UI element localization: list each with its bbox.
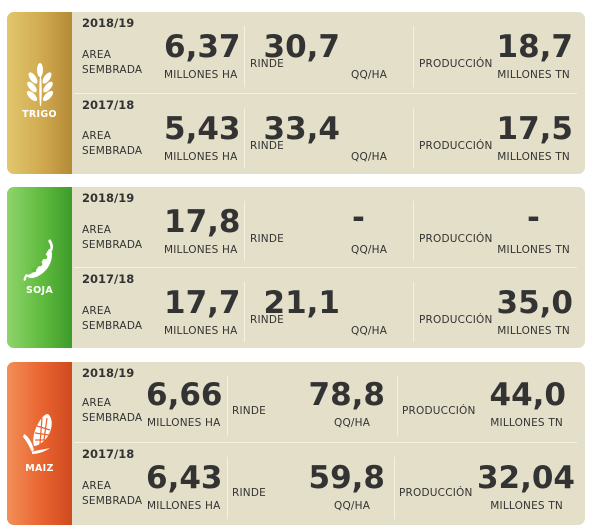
produccion-unit: MILLONES TN bbox=[497, 325, 570, 337]
divider bbox=[413, 201, 414, 261]
produccion-value: 35,0 bbox=[496, 285, 574, 321]
rinde-unit: QQ/HA bbox=[334, 417, 371, 429]
produccion-label: PRODUCCIÓN bbox=[402, 405, 476, 417]
divider bbox=[413, 108, 414, 168]
area-unit: MILLONES HA bbox=[164, 69, 238, 81]
crop-name: TRIGO bbox=[22, 109, 57, 120]
crop-card-soja: SOJA 2018/19 AREA SEMBRADA 17,8 MILLONES … bbox=[7, 187, 585, 348]
produccion-unit: MILLONES TN bbox=[490, 417, 563, 429]
divider bbox=[244, 201, 245, 261]
crop-sidebar: SOJA bbox=[7, 187, 72, 348]
divider bbox=[227, 457, 228, 519]
area-unit: MILLONES HA bbox=[147, 417, 221, 429]
data-row: 2018/19 AREA SEMBRADA 17,8 MILLONES HA RI… bbox=[72, 187, 585, 267]
produccion-unit: MILLONES TN bbox=[497, 69, 570, 81]
rinde-label: RINDE bbox=[232, 405, 266, 417]
area-value: 6,43 bbox=[146, 460, 223, 496]
rinde-label: RINDE bbox=[232, 487, 266, 499]
divider bbox=[244, 108, 245, 168]
divider bbox=[244, 282, 245, 342]
rinde-value: - bbox=[352, 200, 365, 236]
produccion-label: PRODUCCIÓN bbox=[419, 58, 493, 70]
produccion-label: PRODUCCIÓN bbox=[419, 140, 493, 152]
produccion-unit: MILLONES TN bbox=[497, 151, 570, 163]
produccion-value: 44,0 bbox=[489, 377, 567, 413]
divider bbox=[394, 457, 395, 519]
area-value: 17,7 bbox=[164, 285, 241, 321]
divider bbox=[413, 26, 414, 87]
produccion-label: PRODUCCIÓN bbox=[419, 314, 493, 326]
data-row: 2018/19 AREA SEMBRADA 6,37 MILLONES HA RI… bbox=[72, 12, 585, 93]
area-label: AREA SEMBRADA bbox=[82, 130, 143, 157]
crop-sidebar: TRIGO bbox=[7, 12, 72, 174]
rinde-label: RINDE bbox=[250, 140, 284, 152]
rinde-value: 21,1 bbox=[263, 285, 341, 321]
rinde-value: 30,7 bbox=[263, 29, 341, 65]
divider bbox=[244, 26, 245, 87]
rinde-value: 59,8 bbox=[308, 460, 386, 496]
season-year: 2018/19 bbox=[82, 191, 135, 205]
wheat-icon bbox=[26, 63, 54, 106]
row-divider bbox=[74, 93, 577, 94]
corn-icon bbox=[23, 414, 52, 454]
rinde-value: 78,8 bbox=[308, 377, 386, 413]
crop-name: SOJA bbox=[25, 285, 53, 296]
area-unit: MILLONES HA bbox=[147, 500, 221, 512]
area-unit: MILLONES HA bbox=[164, 325, 238, 337]
produccion-unit: MILLONES TN bbox=[497, 244, 570, 256]
rinde-label: RINDE bbox=[250, 233, 284, 245]
row-divider bbox=[74, 442, 577, 443]
crop-card-maiz: MAIZ 2018/19 AREA SEMBRADA 6,66 MILLONES … bbox=[7, 362, 585, 525]
crop-name: MAIZ bbox=[25, 463, 54, 474]
crop-card-trigo: TRIGO 2018/19 AREA SEMBRADA 6,37 MILLONES… bbox=[7, 12, 585, 174]
divider bbox=[227, 376, 228, 436]
rinde-unit: QQ/HA bbox=[334, 500, 371, 512]
area-value: 5,43 bbox=[164, 111, 241, 147]
season-year: 2018/19 bbox=[82, 366, 135, 380]
area-label: AREA SEMBRADA bbox=[82, 397, 143, 424]
area-value: 17,8 bbox=[164, 204, 241, 240]
rinde-unit: QQ/HA bbox=[351, 325, 388, 337]
rinde-unit: QQ/HA bbox=[351, 69, 388, 81]
season-year: 2018/19 bbox=[82, 16, 135, 30]
data-row: 2017/18 AREA SEMBRADA 17,7 MILLONES HA RI… bbox=[72, 268, 585, 348]
season-year: 2017/18 bbox=[82, 98, 135, 112]
area-unit: MILLONES HA bbox=[164, 244, 238, 256]
data-row: 2018/19 AREA SEMBRADA 6,66 MILLONES HA RI… bbox=[72, 362, 585, 442]
data-row: 2017/18 AREA SEMBRADA 5,43 MILLONES HA RI… bbox=[72, 94, 585, 174]
area-value: 6,66 bbox=[146, 377, 223, 413]
produccion-label: PRODUCCIÓN bbox=[399, 487, 473, 499]
produccion-value: - bbox=[527, 200, 540, 236]
area-value: 6,37 bbox=[164, 29, 241, 65]
area-unit: MILLONES HA bbox=[164, 151, 238, 163]
rinde-label: RINDE bbox=[250, 58, 284, 70]
soybean-icon bbox=[23, 239, 54, 281]
produccion-unit: MILLONES TN bbox=[490, 500, 563, 512]
rinde-unit: QQ/HA bbox=[351, 151, 388, 163]
rinde-unit: QQ/HA bbox=[351, 244, 388, 256]
area-label: AREA SEMBRADA bbox=[82, 480, 143, 507]
produccion-label: PRODUCCIÓN bbox=[419, 233, 493, 245]
area-label: AREA SEMBRADA bbox=[82, 224, 143, 251]
produccion-value: 18,7 bbox=[496, 29, 574, 65]
rinde-value: 33,4 bbox=[263, 111, 341, 147]
row-divider bbox=[74, 267, 577, 268]
season-year: 2017/18 bbox=[82, 447, 135, 461]
area-label: AREA SEMBRADA bbox=[82, 305, 143, 332]
produccion-value: 32,04 bbox=[476, 460, 575, 496]
data-row: 2017/18 AREA SEMBRADA 6,43 MILLONES HA RI… bbox=[72, 443, 585, 525]
produccion-value: 17,5 bbox=[496, 111, 574, 147]
rinde-label: RINDE bbox=[250, 314, 284, 326]
crop-sidebar: MAIZ bbox=[7, 362, 72, 525]
divider bbox=[397, 376, 398, 436]
divider bbox=[413, 282, 414, 342]
area-label: AREA SEMBRADA bbox=[82, 49, 143, 76]
season-year: 2017/18 bbox=[82, 272, 135, 286]
